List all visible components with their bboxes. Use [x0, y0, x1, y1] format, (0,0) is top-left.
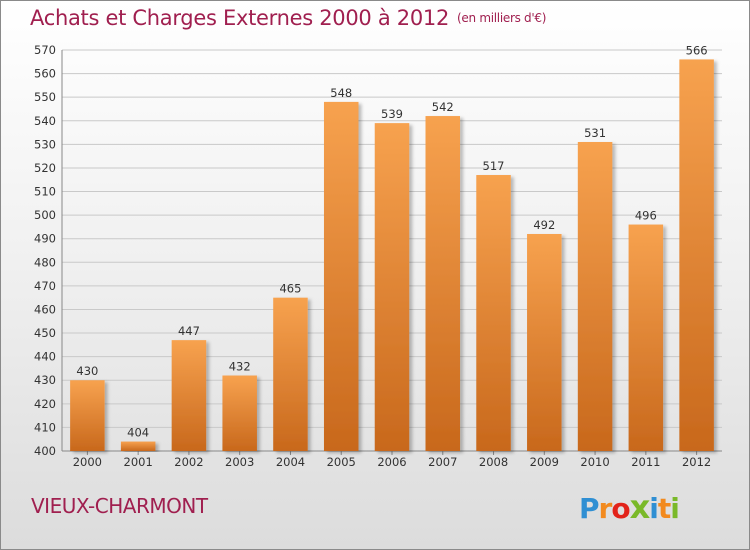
- value-label: 430: [76, 364, 98, 378]
- y-tick-label: 450: [34, 326, 56, 340]
- x-tick-label: 2001: [124, 455, 153, 469]
- proxiti-logo: Proxiti: [579, 488, 680, 526]
- x-tick-label: 2011: [631, 455, 660, 469]
- value-label: 566: [686, 43, 708, 57]
- y-tick-label: 490: [34, 232, 56, 246]
- logo-letter: x: [629, 488, 651, 526]
- x-tick-label: 2012: [682, 455, 711, 469]
- bar-2008: [476, 175, 511, 452]
- x-tick-label: 2004: [276, 455, 305, 469]
- y-tick-label: 530: [34, 137, 56, 151]
- chart-unit: (en milliers d'€): [457, 11, 547, 25]
- y-tick-label: 430: [34, 373, 56, 387]
- x-tick-label: 2010: [580, 455, 609, 469]
- commune-name: VIEUX-CHARMONT: [31, 494, 208, 518]
- bar-2007: [425, 116, 461, 451]
- y-tick-label: 500: [34, 208, 56, 222]
- y-tick-label: 520: [34, 161, 56, 175]
- y-tick-label: 550: [34, 90, 56, 104]
- x-tick-label: 2008: [479, 455, 508, 469]
- y-tick-labels: 400 410 420 430 440 450 460 470 480 490 500 510 520 5…: [34, 43, 56, 458]
- logo-letter: P: [579, 492, 600, 525]
- y-tick-label: 570: [34, 43, 56, 57]
- bar-2009: [527, 233, 562, 451]
- logo-letter: r: [598, 492, 613, 525]
- y-tick-label: 470: [34, 279, 56, 293]
- bar-2005: [323, 101, 359, 452]
- x-tick-label: 2006: [377, 455, 406, 469]
- value-label: 539: [381, 107, 403, 121]
- value-label: 432: [229, 360, 251, 374]
- bar-2012: [679, 59, 714, 451]
- y-tick-label: 410: [34, 420, 56, 434]
- bar-2003: [222, 375, 257, 451]
- chart-title-text: Achats et Charges Externes 2000 à 2012: [30, 6, 450, 30]
- x-tick-label: 2005: [327, 455, 356, 469]
- value-label: 548: [330, 86, 352, 100]
- bar-2000: [70, 380, 105, 451]
- logo-letter: i: [649, 492, 659, 525]
- bar-2011: [628, 224, 664, 451]
- bar-2010: [577, 141, 613, 451]
- bars: [70, 59, 714, 452]
- x-tick-label: 2000: [73, 455, 102, 469]
- y-tick-label: 560: [34, 67, 56, 81]
- x-tick-label: 2003: [225, 455, 254, 469]
- logo-letter: t: [657, 492, 671, 525]
- value-label: 531: [584, 126, 606, 140]
- chart-title: Achats et Charges Externes 2000 à 2012 (e…: [30, 6, 546, 30]
- y-tick-label: 440: [34, 350, 56, 364]
- y-tick-label: 510: [34, 185, 56, 199]
- y-tick-label: 400: [34, 444, 56, 458]
- bar-2002: [171, 340, 207, 451]
- value-label: 496: [635, 209, 657, 223]
- y-tick-label: 460: [34, 302, 56, 316]
- logo-letter: o: [611, 492, 630, 525]
- x-tick-label: 2007: [428, 455, 457, 469]
- logo-letter: i: [670, 492, 680, 525]
- y-tick-label: 480: [34, 255, 56, 269]
- value-label: 404: [127, 426, 149, 440]
- x-tick-labels: 2000 2001 2002 2003 2004 2005 2006 2007 2008 2009…: [73, 455, 712, 469]
- x-tick-label: 2002: [174, 455, 203, 469]
- value-label: 465: [279, 282, 301, 296]
- x-tick-label: 2009: [530, 455, 559, 469]
- value-label: 447: [178, 324, 200, 338]
- bar-2001: [120, 441, 156, 451]
- value-label: 492: [533, 218, 555, 232]
- value-label: 517: [483, 159, 505, 173]
- y-tick-label: 540: [34, 114, 56, 128]
- bar-2006: [374, 123, 410, 451]
- y-tick-label: 420: [34, 397, 56, 411]
- bar-2004: [273, 297, 308, 451]
- value-labels: 430 404 447 432 465 548 539 542 517 492 531 496 566: [76, 43, 707, 439]
- value-label: 542: [432, 100, 454, 114]
